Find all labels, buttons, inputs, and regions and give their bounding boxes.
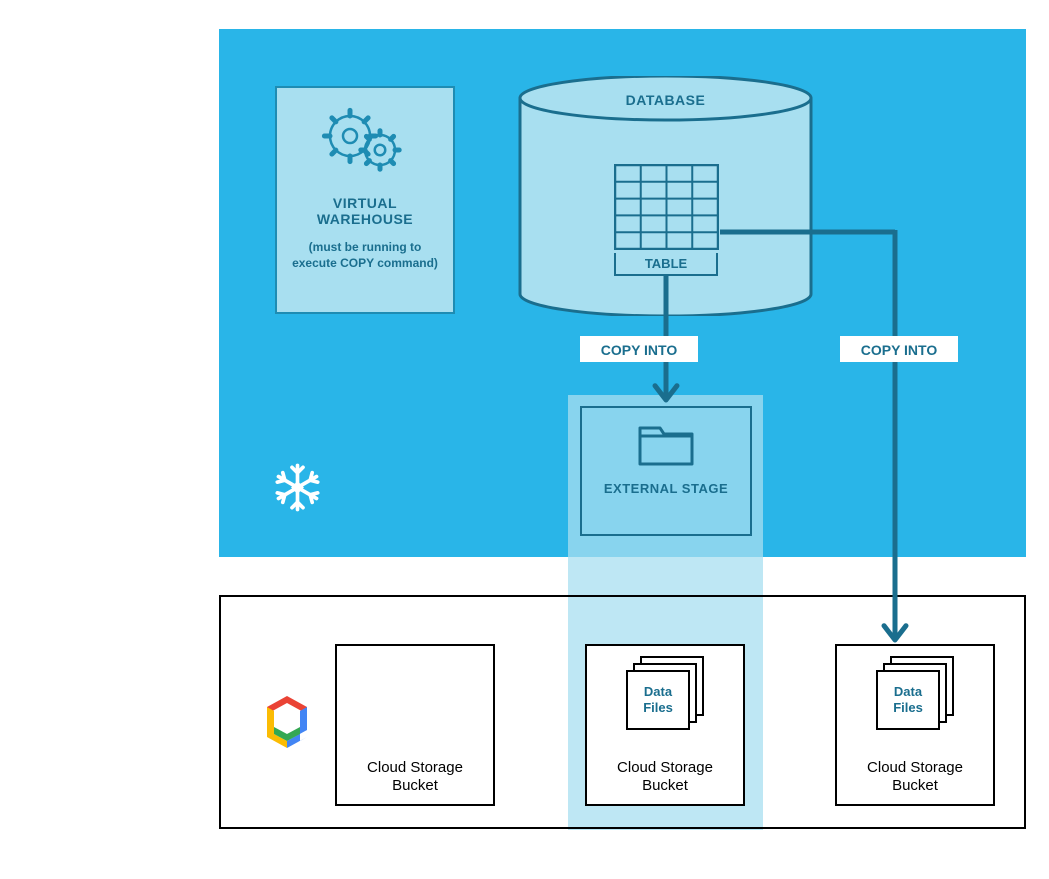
cloud-storage-bucket: DataFiles Cloud StorageBucket [585,644,745,806]
cloud-storage-bucket: DataFiles Cloud StorageBucket [835,644,995,806]
cloud-storage-bucket: Cloud StorageBucket [335,644,495,806]
folder-icon [636,422,696,473]
gears-icon [320,104,410,187]
data-files-stack: DataFiles [876,656,954,728]
gcp-icon [255,690,319,754]
snowflake-icon [270,460,325,515]
warehouse-title: VIRTUAL WAREHOUSE [289,195,441,227]
table-label: TABLE [614,253,718,276]
external-stage-label: EXTERNAL STAGE [590,481,742,498]
copy-into-label-right: COPY INTO [840,336,958,362]
external-stage-node: EXTERNAL STAGE [580,406,752,536]
virtual-warehouse-panel: VIRTUAL WAREHOUSE (must be running to ex… [275,86,455,314]
database-label: DATABASE [518,92,813,108]
bucket-label: Cloud StorageBucket [367,759,463,797]
copy-into-label-left: COPY INTO [580,336,698,362]
bucket-label: Cloud StorageBucket [867,759,963,797]
bucket-label: Cloud StorageBucket [617,759,713,797]
warehouse-subtitle: (must be running to execute COPY command… [289,239,441,271]
table-node: TABLE [614,164,719,276]
data-files-stack: DataFiles [626,656,704,728]
